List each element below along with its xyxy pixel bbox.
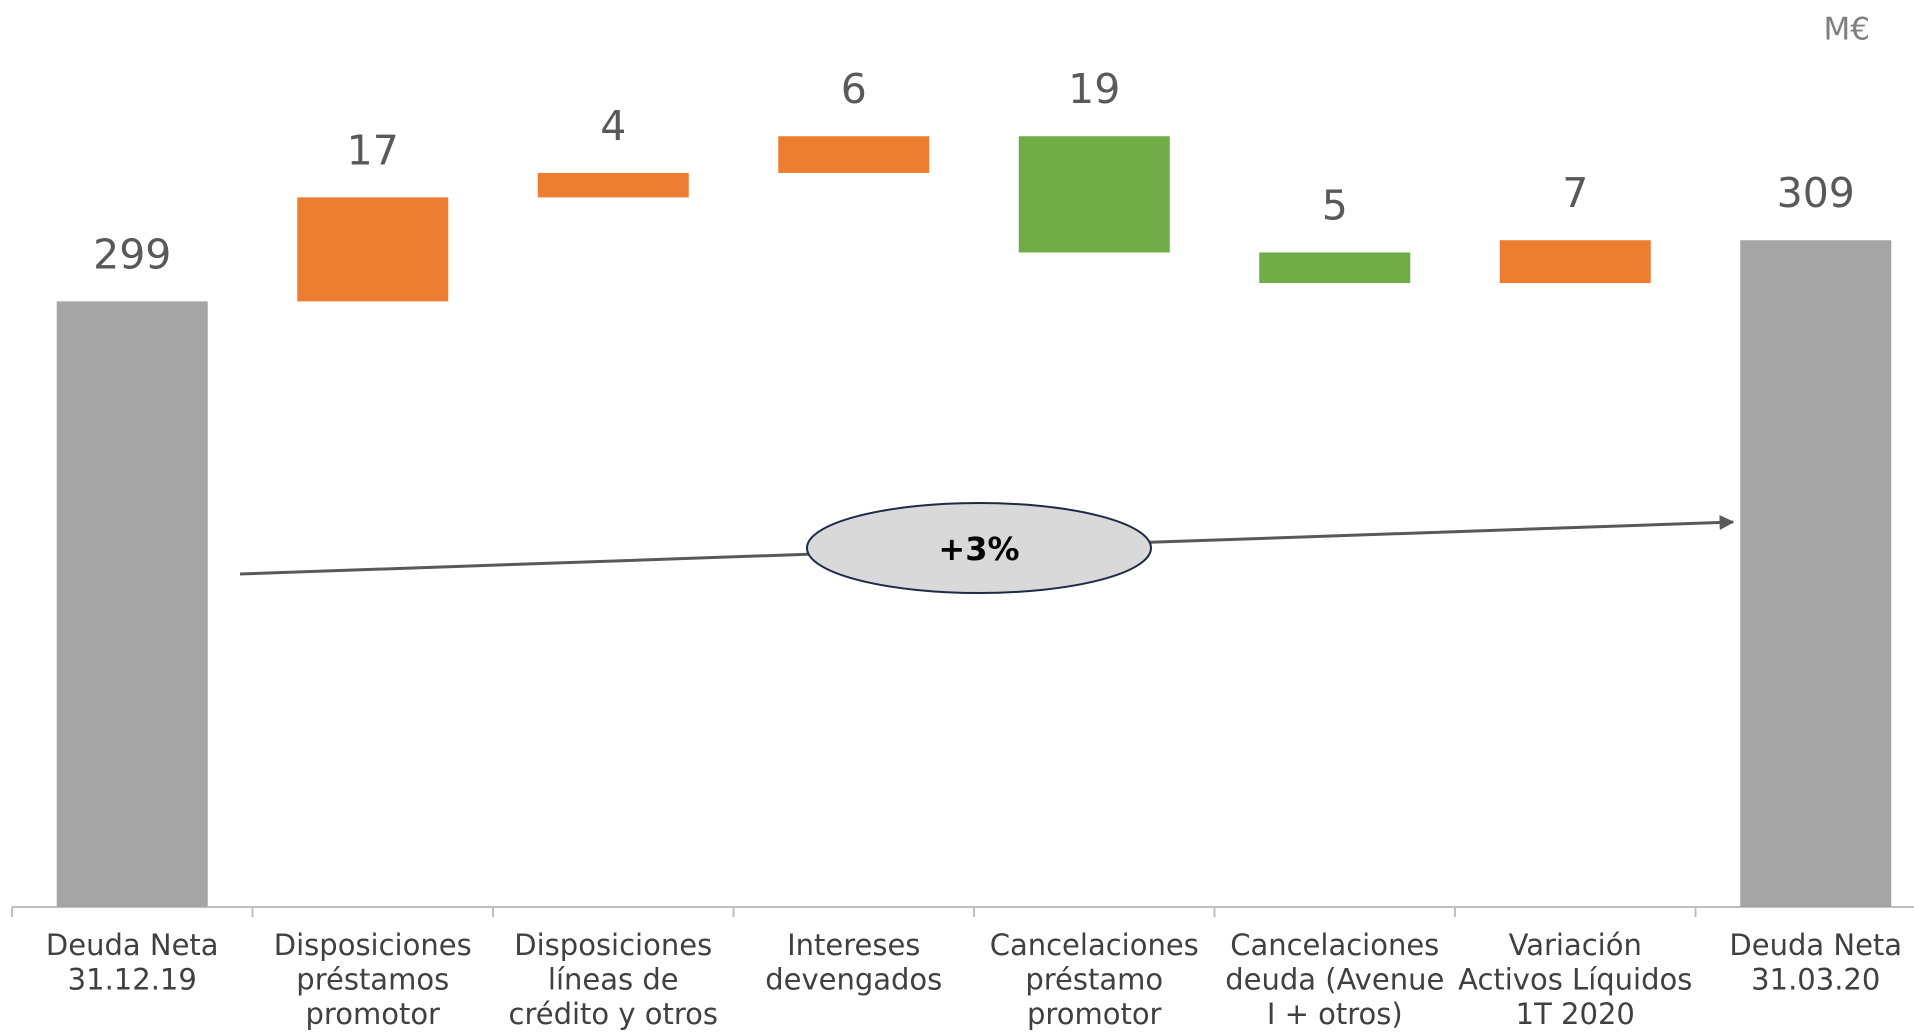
x-tick-label: Deuda Neta 31.03.20 <box>1729 928 1902 997</box>
x-tick-label-line: líneas de <box>548 963 679 997</box>
x-tick-label-line: 1T 2020 <box>1516 997 1635 1031</box>
x-tick-label-line: promotor <box>1027 997 1162 1031</box>
x-tick-label: Cancelaciones préstamo promotor <box>990 928 1199 1031</box>
x-tick-label-line: Cancelaciones <box>1230 928 1439 962</box>
x-tick-label-line: devengados <box>765 963 942 997</box>
x-tick-label-line: 31.03.20 <box>1751 963 1880 997</box>
x-tick-label: Intereses devengados <box>765 928 942 997</box>
x-tick-label-line: crédito y otros <box>509 997 719 1031</box>
x-tick-label-line: Disposiciones <box>514 928 712 962</box>
value-label: 17 <box>347 126 399 174</box>
bar <box>56 301 208 908</box>
bar <box>537 172 689 198</box>
x-tick-label-line: préstamo <box>1025 963 1163 997</box>
x-tick-label-line: Deuda Neta <box>46 928 219 962</box>
bar <box>297 197 449 302</box>
x-tick-label: Disposiciones líneas de crédito y otros <box>509 928 719 1031</box>
x-tick-label-line: Cancelaciones <box>990 928 1199 962</box>
bar <box>778 136 930 173</box>
value-label: 5 <box>1322 181 1348 229</box>
x-tick-label-line: Activos Líquidos <box>1458 963 1692 997</box>
value-label: 309 <box>1777 169 1855 217</box>
x-tick-label: Disposiciones préstamos promotor <box>274 928 472 1031</box>
x-tick-label: Deuda Neta 31.12.19 <box>46 928 219 997</box>
annotation: +3% <box>938 530 1019 568</box>
x-tick-label-line: promotor <box>306 997 441 1031</box>
x-tick-label-line: préstamos <box>296 963 449 997</box>
value-label: 299 <box>93 230 171 278</box>
bar <box>1018 136 1170 253</box>
annotation-ellipse <box>806 502 1152 594</box>
unit-label: M€ <box>1824 12 1870 48</box>
x-tick-label: Cancelaciones deuda (Avenue I + otros) <box>1225 928 1444 1031</box>
x-tick-label-line: Variación <box>1509 928 1642 962</box>
value-label: 4 <box>600 102 626 150</box>
x-tick-label-line: Intereses <box>787 928 920 962</box>
bar <box>1259 252 1411 284</box>
x-tick-label-line: Deuda Neta <box>1729 928 1902 962</box>
x-tick-label-line: 31.12.19 <box>68 963 197 997</box>
x-tick-label-line: Disposiciones <box>274 928 472 962</box>
bar <box>1499 240 1651 284</box>
x-tick-label: Variación Activos Líquidos 1T 2020 <box>1458 928 1692 1031</box>
value-label: 6 <box>841 65 867 113</box>
value-label: 7 <box>1562 169 1588 217</box>
bar <box>1740 240 1892 907</box>
value-label: 19 <box>1068 65 1120 113</box>
x-tick-label-line: deuda (Avenue <box>1225 963 1444 997</box>
x-tick-label-line: I + otros) <box>1267 997 1403 1031</box>
